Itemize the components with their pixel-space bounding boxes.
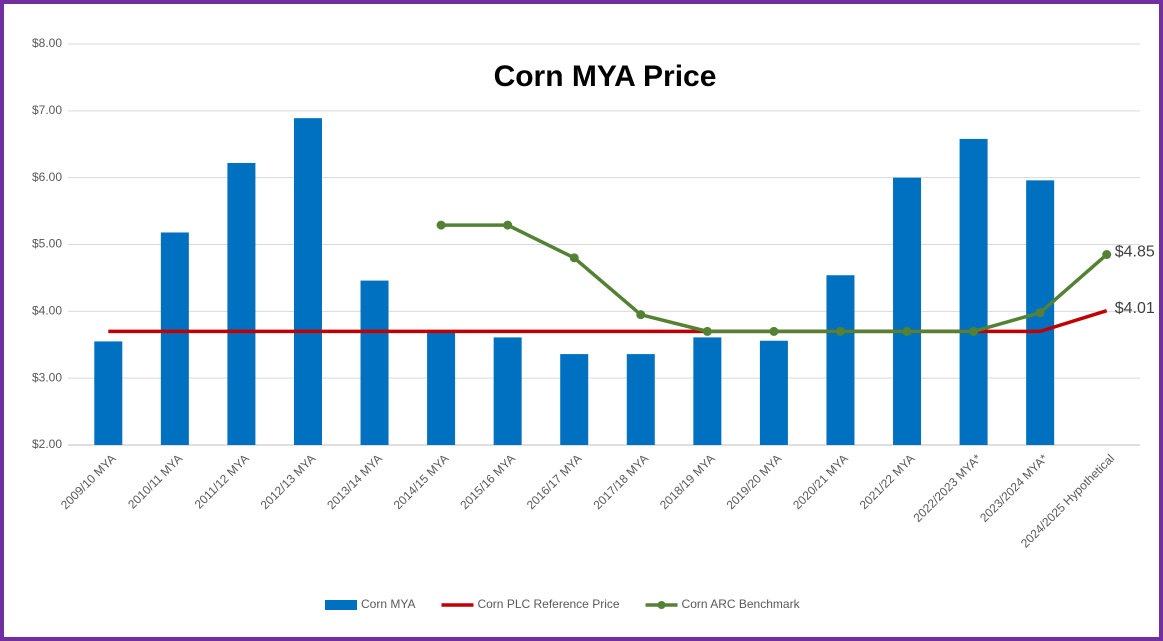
value-label: $4.85 (1115, 244, 1155, 261)
bar (293, 118, 322, 445)
bar (427, 331, 456, 445)
marker (636, 310, 646, 320)
y-tick-label: $3.00 (32, 370, 62, 384)
legend-label: Corn MYA (361, 597, 415, 611)
bar (560, 354, 589, 445)
marker (436, 220, 446, 230)
bar (893, 177, 922, 445)
marker (569, 253, 579, 263)
marker (769, 326, 779, 336)
legend-label: Corn ARC Benchmark (682, 597, 801, 611)
y-tick-label: $7.00 (32, 103, 62, 117)
marker (835, 326, 845, 336)
marker (702, 326, 712, 336)
chart-title: Corn MYA Price (494, 60, 717, 93)
bar (227, 162, 256, 446)
bar (826, 275, 855, 445)
legend-marker (657, 601, 666, 609)
bar (360, 280, 389, 445)
bar (759, 340, 788, 445)
marker (902, 326, 912, 336)
y-tick-label: $2.00 (32, 437, 62, 451)
marker (1102, 250, 1112, 260)
bar (959, 138, 988, 446)
bar (493, 337, 522, 445)
y-tick-label: $8.00 (32, 36, 62, 50)
value-label: $4.01 (1115, 300, 1155, 317)
marker (1035, 308, 1045, 318)
bar (160, 232, 189, 445)
bar (94, 341, 123, 445)
y-tick-label: $5.00 (32, 237, 62, 251)
y-tick-label: $6.00 (32, 170, 62, 184)
bar (626, 354, 655, 445)
bar (693, 337, 722, 445)
y-tick-label: $4.00 (32, 304, 62, 318)
legend-label: Corn PLC Reference Price (477, 597, 619, 611)
marker (969, 326, 979, 336)
legend-swatch (325, 600, 357, 610)
marker (503, 220, 513, 230)
